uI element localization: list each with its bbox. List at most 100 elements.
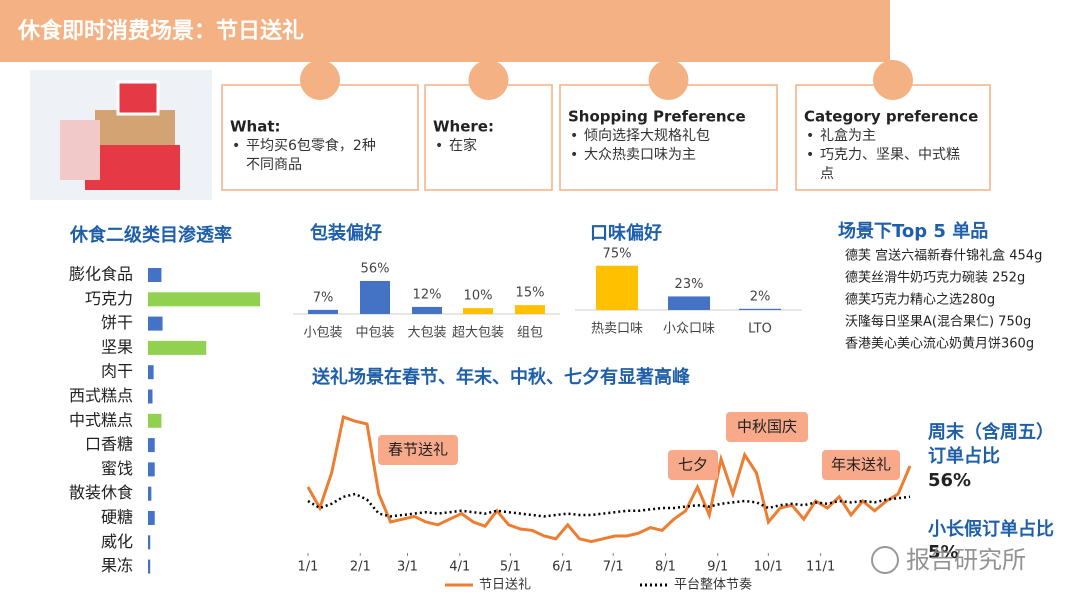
watermark: 报告研究所 <box>906 546 1026 574</box>
card <box>559 84 778 191</box>
card-bullet: • <box>570 147 578 163</box>
card-bullet: • <box>435 138 443 154</box>
stat-label: 订单占比 <box>928 445 1000 467</box>
card-bullet: • <box>232 138 240 154</box>
top5-title: 场景下Top 5 单品 <box>838 220 988 242</box>
gift-image <box>30 70 212 200</box>
category-label: 巧克力 <box>85 289 133 308</box>
card-item: 巧克力、坚果、中式糕 <box>820 147 960 163</box>
stat-label: 周末（含周五） <box>928 421 1054 443</box>
card-item: 平均买6包零食，2种 <box>246 137 376 154</box>
category-label: 硬糖 <box>101 508 133 527</box>
bar <box>148 511 155 525</box>
watermark-icon <box>871 546 899 574</box>
bar <box>148 486 152 501</box>
bar <box>148 389 153 404</box>
chart-title: 休食二级类目渗透率 <box>69 224 232 246</box>
bar <box>668 296 710 310</box>
card-bullet: • <box>806 147 814 163</box>
bar <box>148 535 151 550</box>
legend-label: 平台整体节奏 <box>674 578 752 593</box>
card-item: 大众热卖口味为主 <box>584 147 696 163</box>
line-series <box>306 415 912 544</box>
annotation-box <box>668 450 718 480</box>
annotation: 春节送礼 <box>388 441 448 459</box>
stat-value: 5% <box>928 542 959 563</box>
category-label: 散装休食 <box>69 483 133 502</box>
annotation-box <box>726 412 808 442</box>
bar <box>148 316 163 331</box>
top5-item: 德芙巧克力精心之选280g <box>845 293 995 308</box>
category-label: 果冻 <box>101 556 133 575</box>
value-label: 15% <box>516 286 545 301</box>
category-label: 肉干 <box>101 362 133 381</box>
card <box>424 84 553 191</box>
line-series <box>307 492 911 518</box>
annotation-box <box>822 450 900 480</box>
category-label: 中式糕点 <box>69 410 133 429</box>
x-tick-label: 9/1 <box>707 560 728 575</box>
value-label: 10% <box>464 289 493 304</box>
x-tick-label: 2/1 <box>350 560 371 575</box>
category-label: 小众口味 <box>663 322 715 337</box>
annotation-box <box>378 435 458 465</box>
bar <box>148 292 260 307</box>
header-title: 休食即时消费场景：节日送礼 <box>17 18 304 44</box>
card-item-wrap: 点 <box>820 166 834 182</box>
chart-title: 口味偏好 <box>590 222 662 244</box>
bar <box>148 365 154 380</box>
card-title: Where: <box>433 118 494 136</box>
value-label: 75% <box>603 246 632 261</box>
card-title: What: <box>230 118 281 136</box>
annotation: 年末送礼 <box>831 456 891 474</box>
x-tick-label: 6/1 <box>552 560 573 575</box>
card-bullet: • <box>806 128 814 144</box>
value-label: 12% <box>413 287 442 302</box>
card-bullet: • <box>570 128 578 144</box>
x-tick-label: 1/1 <box>298 560 319 575</box>
card <box>795 84 991 191</box>
category-label: 蜜饯 <box>101 459 133 478</box>
bar <box>463 308 493 314</box>
card-item: 在家 <box>449 137 477 154</box>
bar <box>148 559 151 574</box>
category-label: 热卖口味 <box>591 322 643 337</box>
category-label: 口香糖 <box>85 435 133 454</box>
x-tick-label: 11/1 <box>806 560 835 575</box>
bar <box>148 268 162 282</box>
value-label: 23% <box>675 277 704 292</box>
card-title: Shopping Preference <box>568 108 746 126</box>
stat-label: 小长假订单占比 <box>928 518 1054 540</box>
bar <box>148 340 207 355</box>
bar <box>148 462 155 477</box>
card-icon <box>648 60 689 100</box>
bar <box>148 438 155 453</box>
category-label: 小包装 <box>303 326 342 341</box>
category-label: LTO <box>748 322 772 337</box>
bar <box>596 265 638 310</box>
category-label: 饼干 <box>101 313 133 332</box>
x-tick-label: 4/1 <box>449 560 470 575</box>
legend-label: 节日送礼 <box>479 577 531 593</box>
value-label: 7% <box>313 290 334 305</box>
card-icon <box>873 60 913 100</box>
bar <box>515 305 545 314</box>
value-label: 2% <box>750 289 771 304</box>
annotation: 七夕 <box>678 456 708 474</box>
category-label: 威化 <box>101 532 133 551</box>
bar <box>360 280 390 314</box>
card-icon <box>468 60 509 100</box>
top5-item: 德芙 宫送六福新春什锦礼盒 454g <box>845 248 1042 264</box>
category-label: 膨化食品 <box>69 265 133 284</box>
x-tick-label: 3/1 <box>397 560 418 575</box>
top5-item: 香港美心美心流心奶黄月饼360g <box>845 337 1034 352</box>
card-item-wrap: 不同商品 <box>246 157 302 173</box>
category-label: 组包 <box>517 326 543 341</box>
stat-value: 56% <box>928 470 971 491</box>
bar <box>412 306 442 314</box>
header-band <box>0 0 890 62</box>
chart-title: 送礼场景在春节、年末、中秋、七夕有显著高峰 <box>311 366 691 388</box>
card <box>221 84 419 191</box>
category-label: 大包装 <box>407 326 446 341</box>
